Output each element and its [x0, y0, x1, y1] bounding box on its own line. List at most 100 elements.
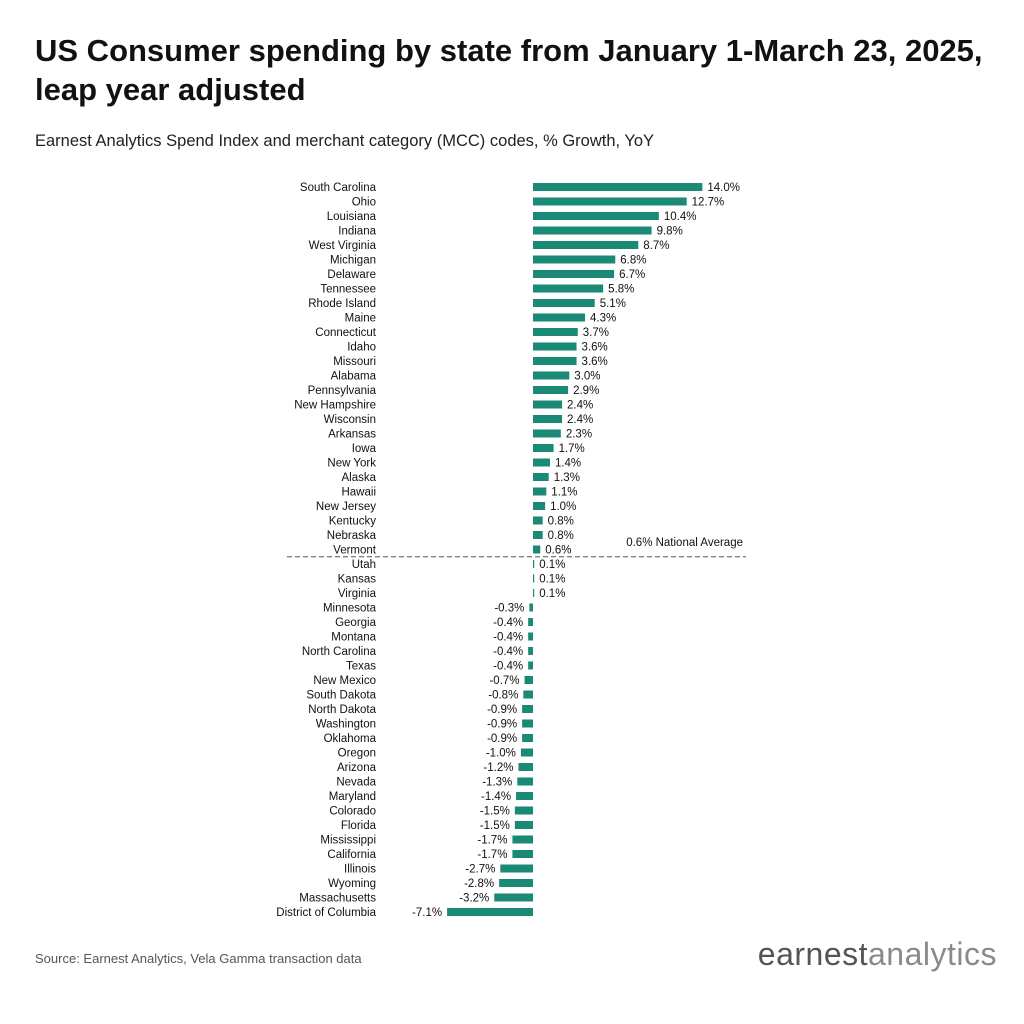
value-label-alaska: 1.3% [554, 472, 580, 484]
bar-wyoming [499, 879, 533, 887]
logo-part-earnest: earnest [757, 936, 868, 972]
bar-ohio [533, 197, 687, 206]
bar-tennessee [533, 284, 604, 293]
bar-massachusetts [494, 893, 533, 902]
bar-new-hampshire [533, 400, 563, 409]
value-label-louisiana: 10.4% [664, 211, 697, 223]
value-label-colorado: -1.5% [480, 806, 510, 818]
value-label-oregon: -1.0% [486, 748, 516, 760]
category-labels-layer: South Carolina Ohio Louisiana Indiana West V… [276, 182, 377, 919]
bar-idaho [533, 342, 577, 351]
bar-nebraska [533, 531, 543, 539]
category-label-missouri: Missouri [333, 356, 376, 368]
category-label-ohio: Ohio [352, 197, 376, 209]
value-label-montana: -0.4% [493, 632, 523, 644]
bar-rhode-island [533, 299, 595, 307]
category-label-new-york: New York [327, 458, 376, 470]
value-label-oklahoma: -0.9% [487, 733, 517, 745]
bar-iowa [533, 444, 554, 452]
chart-subtitle: Earnest Analytics Spend Index and mercha… [35, 132, 655, 150]
value-label-south-carolina: 14.0% [707, 182, 740, 194]
bar-south-carolina [533, 183, 703, 191]
value-label-arkansas: 2.3% [566, 429, 592, 441]
bar-kansas [533, 574, 535, 583]
category-label-north-dakota: North Dakota [308, 704, 376, 716]
brand-logo: earnestanalytics [758, 936, 997, 973]
value-label-new-mexico: -0.7% [489, 675, 519, 687]
bar-washington [522, 719, 533, 728]
value-label-north-carolina: -0.4% [493, 646, 523, 658]
bar-michigan [533, 255, 616, 264]
bar-georgia [528, 618, 533, 626]
category-label-michigan: Michigan [330, 255, 376, 267]
value-label-kentucky: 0.8% [548, 516, 574, 528]
value-label-massachusetts: -3.2% [459, 893, 489, 905]
value-label-new-york: 1.4% [555, 458, 581, 470]
category-label-maryland: Maryland [329, 791, 376, 803]
category-label-arkansas: Arkansas [328, 429, 376, 441]
category-label-west-virginia: West Virginia [309, 240, 377, 252]
value-label-maryland: -1.4% [481, 791, 511, 803]
category-label-florida: Florida [341, 820, 377, 832]
value-label-pennsylvania: 2.9% [573, 385, 599, 397]
value-label-delaware: 6.7% [619, 269, 645, 281]
bar-minnesota [529, 603, 533, 612]
value-label-kansas: 0.1% [539, 574, 565, 586]
value-label-ohio: 12.7% [692, 197, 725, 209]
category-label-north-carolina: North Carolina [302, 646, 377, 658]
bar-vermont [533, 545, 541, 554]
value-label-nebraska: 0.8% [548, 530, 574, 542]
bar-connecticut [533, 328, 578, 336]
category-label-iowa: Iowa [352, 443, 377, 455]
value-label-indiana: 9.8% [657, 226, 683, 238]
bar-pennsylvania [533, 386, 569, 394]
value-label-vermont: 0.6% [545, 545, 571, 557]
value-label-virginia: 0.1% [539, 588, 565, 600]
value-label-georgia: -0.4% [493, 617, 523, 629]
bar-district-of-columbia [447, 908, 533, 916]
category-label-nebraska: Nebraska [327, 530, 377, 542]
value-label-utah: 0.1% [539, 559, 565, 571]
category-label-georgia: Georgia [335, 617, 377, 629]
bar-arkansas [533, 429, 561, 438]
category-label-virginia: Virginia [338, 588, 377, 600]
bar-maine [533, 313, 586, 322]
value-label-washington: -0.9% [487, 719, 517, 731]
bar-virginia [533, 589, 535, 597]
category-label-maine: Maine [345, 313, 376, 325]
category-label-nevada: Nevada [336, 777, 376, 789]
category-label-new-jersey: New Jersey [316, 501, 376, 513]
value-label-rhode-island: 5.1% [600, 298, 626, 310]
reference-line-layer: 0.6% National Average [287, 537, 746, 558]
category-label-new-hampshire: New Hampshire [294, 400, 376, 412]
value-label-california: -1.7% [477, 849, 507, 861]
category-label-texas: Texas [346, 661, 376, 673]
bar-montana [528, 632, 533, 641]
bar-mississippi [512, 835, 533, 844]
bar-missouri [533, 357, 577, 365]
value-label-illinois: -2.7% [465, 864, 495, 876]
value-label-wyoming: -2.8% [464, 878, 494, 890]
category-label-pennsylvania: Pennsylvania [308, 385, 377, 397]
category-label-kansas: Kansas [338, 574, 377, 586]
bar-indiana [533, 226, 652, 235]
category-label-arizona: Arizona [337, 762, 377, 774]
value-label-alabama: 3.0% [574, 371, 600, 383]
bar-alaska [533, 473, 549, 481]
category-label-colorado: Colorado [329, 806, 376, 818]
value-label-west-virginia: 8.7% [643, 240, 669, 252]
bar-maryland [516, 792, 533, 800]
source-note: Source: Earnest Analytics, Vela Gamma tr… [35, 951, 362, 966]
bar-wisconsin [533, 415, 563, 423]
bar-chart: South Carolina Ohio Louisiana Indiana West V… [276, 182, 746, 919]
category-label-alabama: Alabama [331, 371, 377, 383]
bar-florida [514, 821, 533, 829]
value-label-hawaii: 1.1% [551, 487, 577, 499]
chart-title: US Consumer spending by state from Janua… [35, 33, 983, 107]
bar-oregon [520, 748, 533, 757]
category-label-wyoming: Wyoming [328, 878, 376, 890]
bar-colorado [514, 806, 533, 815]
category-label-south-carolina: South Carolina [300, 182, 377, 194]
category-label-hawaii: Hawaii [341, 487, 376, 499]
bar-louisiana [533, 212, 659, 220]
